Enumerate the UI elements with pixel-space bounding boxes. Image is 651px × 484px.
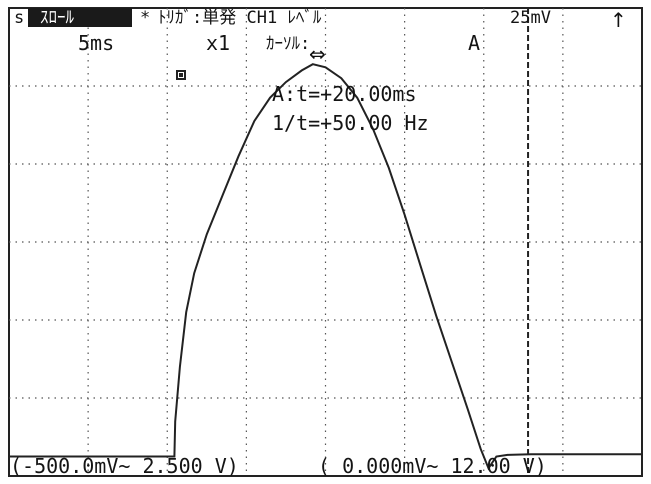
waveform-trace [9, 63, 642, 471]
trigger-level[interactable]: 25mV [510, 8, 551, 28]
square-icon [176, 70, 186, 80]
left-right-arrow-icon[interactable]: ⇔ [309, 42, 326, 66]
ch2-range: ( 0.000mV~ 12.00 V) [318, 454, 547, 478]
up-arrow-icon[interactable]: ↑ [610, 8, 627, 32]
time-per-div[interactable]: 5ms [78, 31, 115, 55]
menu-label[interactable]: ｽﾛｰﾙ [40, 8, 74, 28]
star-marker: * [140, 8, 151, 28]
magnification[interactable]: x1 [206, 31, 231, 55]
menu-chip[interactable] [28, 8, 132, 27]
cursor-label: ｶｰｿﾙ: [266, 34, 311, 54]
frequency-readout: 1/t=+50.00 Hz [272, 111, 429, 135]
grid [9, 8, 642, 476]
ch1-range: (-500.0mV~ 2.500 V) [10, 454, 239, 478]
cursor-id[interactable]: A [468, 31, 481, 55]
channel-marker: s [14, 8, 25, 28]
trigger-status[interactable]: ﾄﾘｶﾞ:単発 CH1 ﾚﾍﾞﾙ [158, 8, 322, 28]
cursor-time-readout: A:t=+20.00ms [272, 82, 417, 106]
